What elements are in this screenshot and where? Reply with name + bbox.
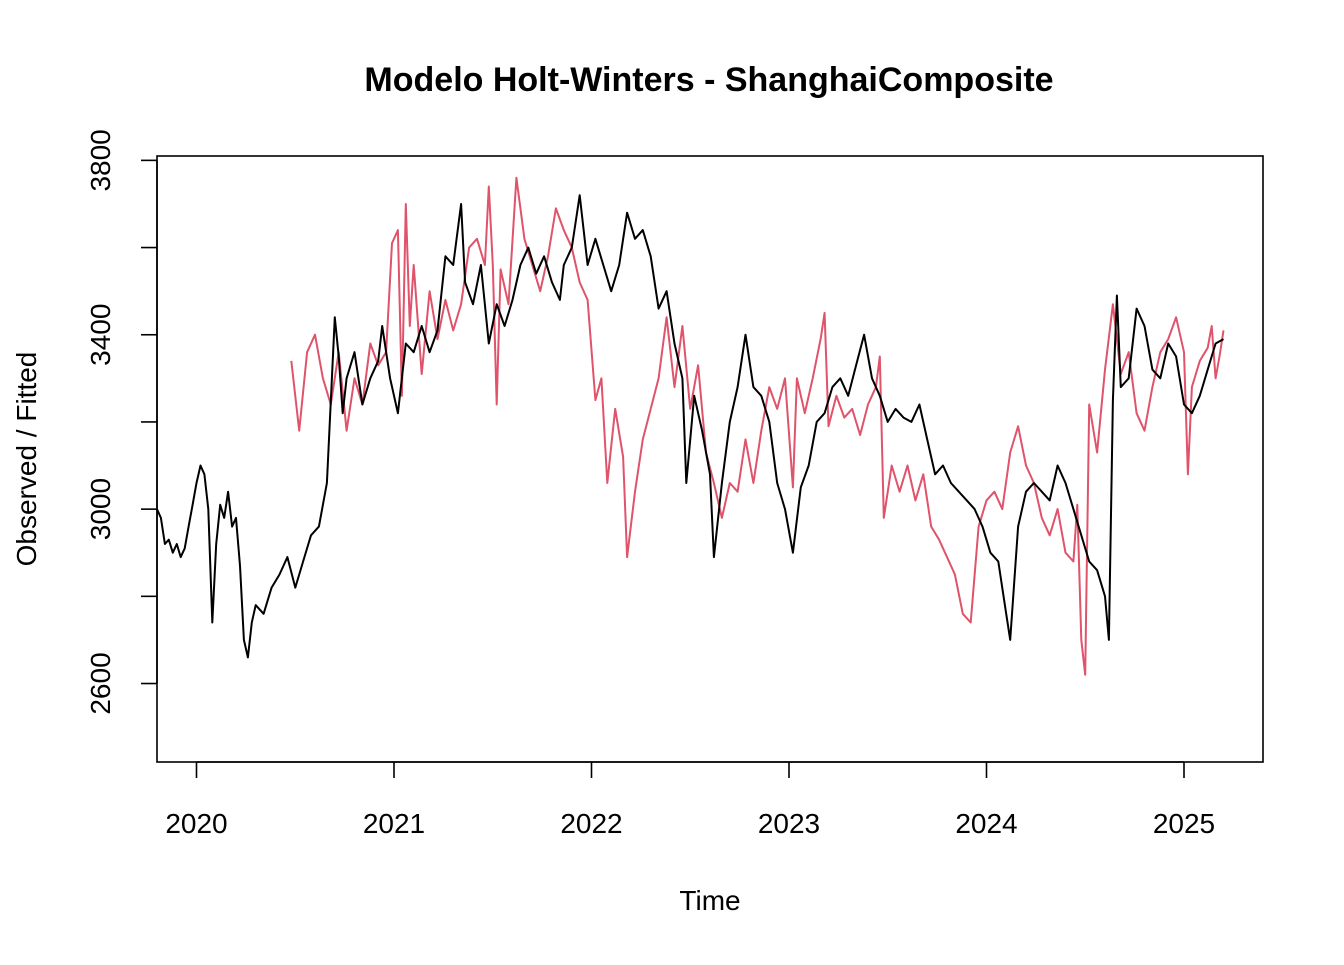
- y-tick-label: 3400: [85, 304, 116, 366]
- y-tick-label: 3000: [85, 478, 116, 540]
- x-tick-label: 2024: [955, 808, 1017, 839]
- y-axis: 2600 3000 3400 3800: [85, 129, 158, 715]
- y-axis-title: Observed / Fitted: [11, 352, 42, 567]
- chart-title: Modelo Holt-Winters - ShanghaiComposite: [364, 61, 1053, 99]
- series-layer: [156, 176, 1225, 676]
- x-axis: 2020 2021 2022 2023 2024 2025: [165, 761, 1215, 839]
- x-axis-title: Time: [679, 885, 740, 916]
- y-tick-label: 3800: [85, 129, 116, 191]
- plot-frame: [156, 155, 1264, 763]
- x-tick-label: 2023: [758, 808, 820, 839]
- y-tick-label: 2600: [85, 652, 116, 714]
- series-line-fitted: [290, 176, 1225, 676]
- x-tick-label: 2022: [560, 808, 622, 839]
- x-tick-label: 2021: [363, 808, 425, 839]
- x-tick-label: 2025: [1153, 808, 1215, 839]
- x-tick-label: 2020: [165, 808, 227, 839]
- series-line-observed: [156, 194, 1224, 659]
